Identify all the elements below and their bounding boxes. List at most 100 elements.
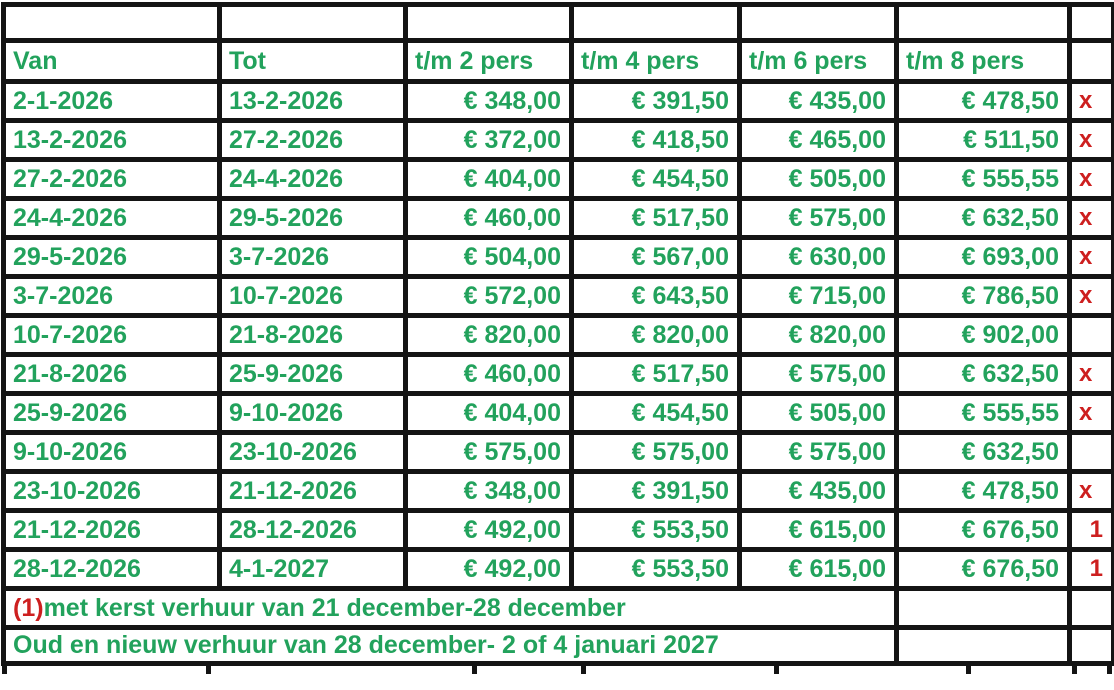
table-row: 25-9-2026 9-10-2026 € 404,00 € 454,50 € …	[1, 391, 1114, 435]
cell-price-6pers: € 615,00	[737, 508, 899, 552]
cell-tot: 13-2-2026	[217, 79, 408, 123]
cell-tot: 23-10-2026	[217, 430, 408, 474]
empty-top-row	[1, 2, 1114, 43]
header-tot: Tot	[217, 38, 408, 84]
cell-price-6pers: € 435,00	[737, 469, 899, 513]
empty-cell	[403, 2, 574, 43]
cell-van: 23-10-2026	[1, 469, 222, 513]
cell-mark: x	[1067, 196, 1114, 240]
cell-van: 25-9-2026	[1, 391, 222, 435]
cell-van: 27-2-2026	[1, 157, 222, 201]
cell-price-2pers: € 404,00	[403, 157, 574, 201]
cell-price-2pers: € 820,00	[403, 313, 574, 357]
cell-tot: 10-7-2026	[217, 274, 408, 318]
cell-price-4pers: € 553,50	[569, 508, 742, 552]
table-row: 23-10-2026 21-12-2026 € 348,00 € 391,50 …	[1, 469, 1114, 513]
cell-tot: 24-4-2026	[217, 157, 408, 201]
header-6pers: t/m 6 pers	[737, 38, 899, 84]
cell-mark: x	[1067, 157, 1114, 201]
cell-price-6pers: € 575,00	[737, 430, 899, 474]
empty-cell	[894, 586, 1072, 630]
cell-price-6pers: € 435,00	[737, 79, 899, 123]
cell-price-4pers: € 567,00	[569, 235, 742, 279]
header-mark	[1067, 38, 1114, 84]
grid-stub	[472, 666, 477, 674]
grid-stub	[1072, 666, 1077, 674]
table-row: 3-7-2026 10-7-2026 € 572,00 € 643,50 € 7…	[1, 274, 1114, 318]
cell-tot: 3-7-2026	[217, 235, 408, 279]
empty-cell	[1, 2, 222, 43]
cell-price-4pers: € 391,50	[569, 469, 742, 513]
table-row: 10-7-2026 21-8-2026 € 820,00 € 820,00 € …	[1, 313, 1114, 357]
cell-mark: x	[1067, 118, 1114, 162]
cell-price-2pers: € 460,00	[403, 352, 574, 396]
empty-cell	[737, 2, 899, 43]
cell-price-2pers: € 348,00	[403, 79, 574, 123]
cell-price-6pers: € 505,00	[737, 391, 899, 435]
cell-price-8pers: € 676,50	[894, 547, 1072, 591]
cell-price-6pers: € 575,00	[737, 352, 899, 396]
next-table-partial-row	[1, 666, 1114, 674]
cell-price-6pers: € 505,00	[737, 157, 899, 201]
cell-tot: 9-10-2026	[217, 391, 408, 435]
cell-tot: 21-8-2026	[217, 313, 408, 357]
cell-van: 21-12-2026	[1, 508, 222, 552]
cell-mark: 1	[1067, 508, 1114, 552]
cell-price-4pers: € 575,00	[569, 430, 742, 474]
cell-price-2pers: € 572,00	[403, 274, 574, 318]
cell-van: 2-1-2026	[1, 79, 222, 123]
cell-price-2pers: € 404,00	[403, 391, 574, 435]
cell-van: 3-7-2026	[1, 274, 222, 318]
cell-price-6pers: € 615,00	[737, 547, 899, 591]
cell-price-6pers: € 630,00	[737, 235, 899, 279]
empty-cell	[894, 625, 1072, 666]
cell-price-8pers: € 902,00	[894, 313, 1072, 357]
empty-cell	[894, 2, 1072, 43]
cell-mark: x	[1067, 274, 1114, 318]
table-row: 13-2-2026 27-2-2026 € 372,00 € 418,50 € …	[1, 118, 1114, 162]
cell-price-8pers: € 555,55	[894, 391, 1072, 435]
empty-cell	[569, 2, 742, 43]
cell-price-4pers: € 391,50	[569, 79, 742, 123]
cell-price-6pers: € 820,00	[737, 313, 899, 357]
cell-price-4pers: € 643,50	[569, 274, 742, 318]
cell-tot: 25-9-2026	[217, 352, 408, 396]
footnote-text: met kerst verhuur van 21 december-28 dec…	[43, 593, 626, 622]
cell-price-4pers: € 517,50	[569, 352, 742, 396]
cell-price-8pers: € 693,00	[894, 235, 1072, 279]
cell-price-8pers: € 786,50	[894, 274, 1072, 318]
cell-mark: x	[1067, 469, 1114, 513]
cell-price-2pers: € 504,00	[403, 235, 574, 279]
empty-cell	[1067, 586, 1114, 630]
cell-van: 13-2-2026	[1, 118, 222, 162]
cell-mark	[1067, 313, 1114, 357]
grid-stub	[206, 666, 211, 674]
cell-price-2pers: € 372,00	[403, 118, 574, 162]
cell-mark: x	[1067, 352, 1114, 396]
cell-van: 9-10-2026	[1, 430, 222, 474]
cell-tot: 21-12-2026	[217, 469, 408, 513]
cell-price-2pers: € 460,00	[403, 196, 574, 240]
header-van: Van	[1, 38, 222, 84]
cell-tot: 4-1-2027	[217, 547, 408, 591]
cell-price-2pers: € 492,00	[403, 508, 574, 552]
table-row: 24-4-2026 29-5-2026 € 460,00 € 517,50 € …	[1, 196, 1114, 240]
cell-tot: 28-12-2026	[217, 508, 408, 552]
footnote-ref-1: (1)	[13, 593, 44, 622]
table-row: 9-10-2026 23-10-2026 € 575,00 € 575,00 €…	[1, 430, 1114, 474]
table-row: 21-8-2026 25-9-2026 € 460,00 € 517,50 € …	[1, 352, 1114, 396]
table-row: 29-5-2026 3-7-2026 € 504,00 € 567,00 € 6…	[1, 235, 1114, 279]
cell-van: 24-4-2026	[1, 196, 222, 240]
footnote-row-oudennieuw: Oud en nieuw verhuur van 28 december- 2 …	[1, 625, 1114, 666]
cell-van: 29-5-2026	[1, 235, 222, 279]
cell-mark: x	[1067, 391, 1114, 435]
grid-stub	[581, 666, 586, 674]
footnote-text-cell: (1)met kerst verhuur van 21 december-28 …	[1, 586, 899, 630]
footnote-text: Oud en nieuw verhuur van 28 december- 2 …	[13, 631, 719, 659]
cell-price-2pers: € 348,00	[403, 469, 574, 513]
cell-mark	[1067, 430, 1114, 474]
rental-price-table: Van Tot t/m 2 pers t/m 4 pers t/m 6 pers…	[1, 2, 1114, 666]
cell-price-8pers: € 632,50	[894, 196, 1072, 240]
cell-price-8pers: € 511,50	[894, 118, 1072, 162]
empty-cell	[217, 2, 408, 43]
